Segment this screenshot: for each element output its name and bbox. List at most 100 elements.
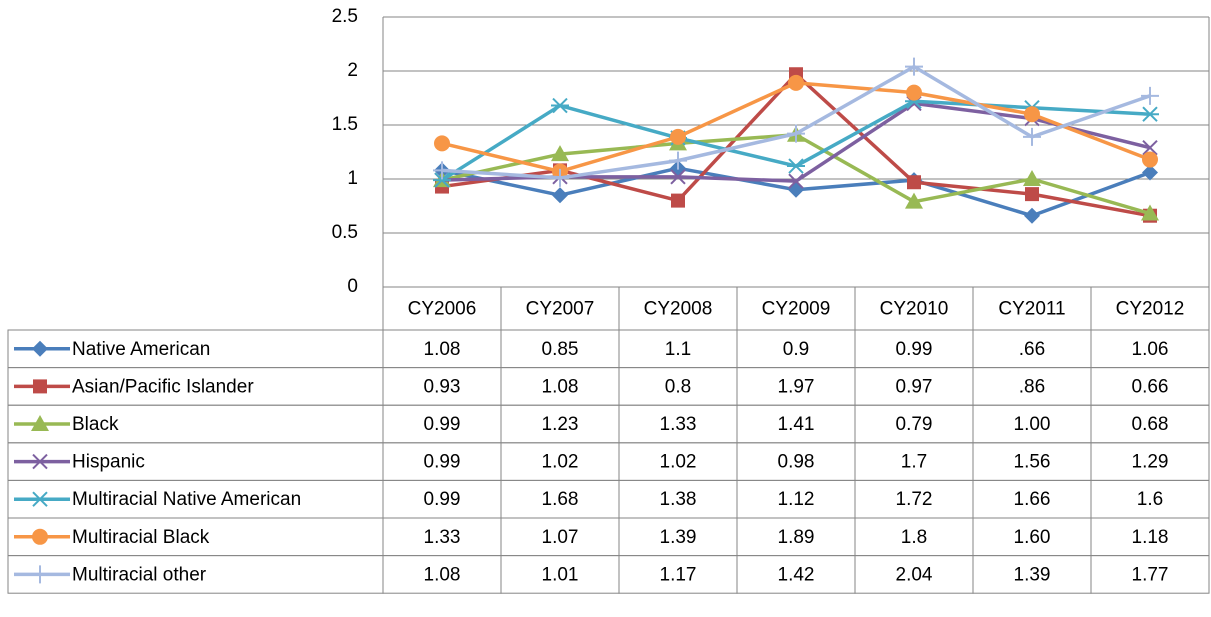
table-value: 1.08 xyxy=(424,564,461,585)
marker xyxy=(905,192,923,209)
y-tick-label: 1.5 xyxy=(332,114,358,135)
legend-marker xyxy=(32,340,48,357)
table-value: 0.93 xyxy=(424,376,461,397)
table-value: 1.33 xyxy=(660,414,697,435)
legend-label: Multiracial other xyxy=(72,564,207,585)
x-tick-label: CY2008 xyxy=(644,299,713,320)
table-value: 1.29 xyxy=(1132,452,1169,473)
marker xyxy=(1024,207,1040,224)
table-value: 1.33 xyxy=(424,527,461,548)
table-value: 1.66 xyxy=(1014,489,1051,510)
marker xyxy=(787,158,805,174)
table-value: 0.8 xyxy=(665,376,691,397)
table-value: 1.18 xyxy=(1132,527,1169,548)
table-value: 1.01 xyxy=(542,564,579,585)
marker xyxy=(905,57,923,76)
table-value: 1.07 xyxy=(542,527,579,548)
table-value: 1.38 xyxy=(660,489,697,510)
legend-label: Multiracial Black xyxy=(72,527,210,548)
marker xyxy=(433,172,451,188)
table-value: 1.72 xyxy=(896,489,933,510)
y-tick-label: 0 xyxy=(347,276,358,297)
legend-label: Multiracial Native American xyxy=(72,489,301,510)
legend-marker xyxy=(33,379,47,394)
table-value: 2.04 xyxy=(896,564,933,585)
marker xyxy=(788,74,804,91)
y-tick-label: 2 xyxy=(347,60,358,81)
marker xyxy=(787,124,805,143)
marker xyxy=(551,168,569,187)
table-value: 1.08 xyxy=(542,376,579,397)
table-value: 1.08 xyxy=(424,339,461,360)
x-tick-label: CY2011 xyxy=(998,299,1065,320)
table-value: 0.97 xyxy=(896,376,933,397)
table-value: 1.02 xyxy=(660,452,697,473)
legend-label: Asian/Pacific Islander xyxy=(72,376,254,397)
table-value: 1.56 xyxy=(1014,452,1051,473)
marker xyxy=(1142,164,1158,181)
x-tick-label: CY2006 xyxy=(408,299,477,320)
series-line xyxy=(441,132,1151,216)
marker xyxy=(1142,139,1158,156)
legend-marker xyxy=(32,528,48,545)
marker xyxy=(670,169,686,185)
marker xyxy=(434,135,450,152)
table-value: 0.66 xyxy=(1132,376,1169,397)
y-tick-label: 0.5 xyxy=(332,222,358,243)
table-value: 1.02 xyxy=(542,452,579,473)
table-value: 0.9 xyxy=(783,339,809,360)
table-value: 1.41 xyxy=(778,414,815,435)
table-value: 1.77 xyxy=(1132,564,1169,585)
marker xyxy=(906,84,922,101)
table-cell xyxy=(1090,555,1210,594)
table-value: 1.00 xyxy=(1014,414,1051,435)
legend-label: Native American xyxy=(72,339,210,360)
marker xyxy=(1141,204,1159,221)
legend-marker xyxy=(31,415,49,431)
series xyxy=(434,160,1158,224)
marker xyxy=(551,97,569,114)
table-value: 0.79 xyxy=(896,414,933,435)
table-value: 0.98 xyxy=(778,452,815,473)
table-value: 1.6 xyxy=(1137,489,1163,510)
x-tick-label: CY2010 xyxy=(880,299,949,320)
legend-marker xyxy=(32,453,48,470)
table-value: 1.23 xyxy=(542,414,579,435)
marker xyxy=(788,181,804,198)
marker xyxy=(788,173,804,189)
marker xyxy=(1025,187,1039,202)
legend-label: Black xyxy=(72,414,119,435)
table-value: 1.39 xyxy=(660,527,697,548)
series xyxy=(433,57,1159,187)
marker xyxy=(1024,106,1040,123)
table-value: 1.97 xyxy=(778,376,815,397)
marker xyxy=(433,161,451,180)
marker xyxy=(1023,170,1041,186)
table-value: 0.99 xyxy=(424,414,461,435)
table-value: 1.8 xyxy=(901,527,927,548)
marker xyxy=(671,193,685,208)
marker xyxy=(1141,106,1159,122)
marker xyxy=(551,145,569,162)
table-value: 1.60 xyxy=(1014,527,1051,548)
table-value: 0.85 xyxy=(542,339,579,360)
marker xyxy=(907,175,921,190)
legend-marker xyxy=(31,491,49,507)
table-value: 0.99 xyxy=(424,452,461,473)
x-tick-label: CY2007 xyxy=(526,299,595,320)
marker xyxy=(669,151,687,170)
table-value: 0.99 xyxy=(896,339,933,360)
y-tick-label: 1 xyxy=(347,168,358,189)
table-value: 1.68 xyxy=(542,489,579,510)
table-value: 1.12 xyxy=(778,489,815,510)
table-value: 0.68 xyxy=(1132,414,1169,435)
marker xyxy=(1141,86,1159,105)
table-value: 1.42 xyxy=(778,564,815,585)
marker xyxy=(670,128,686,145)
table-value: .66 xyxy=(1019,339,1045,360)
legend-marker xyxy=(31,565,49,584)
x-tick-label: CY2009 xyxy=(762,299,831,320)
marker xyxy=(1142,151,1158,168)
legend-label: Hispanic xyxy=(72,452,145,473)
